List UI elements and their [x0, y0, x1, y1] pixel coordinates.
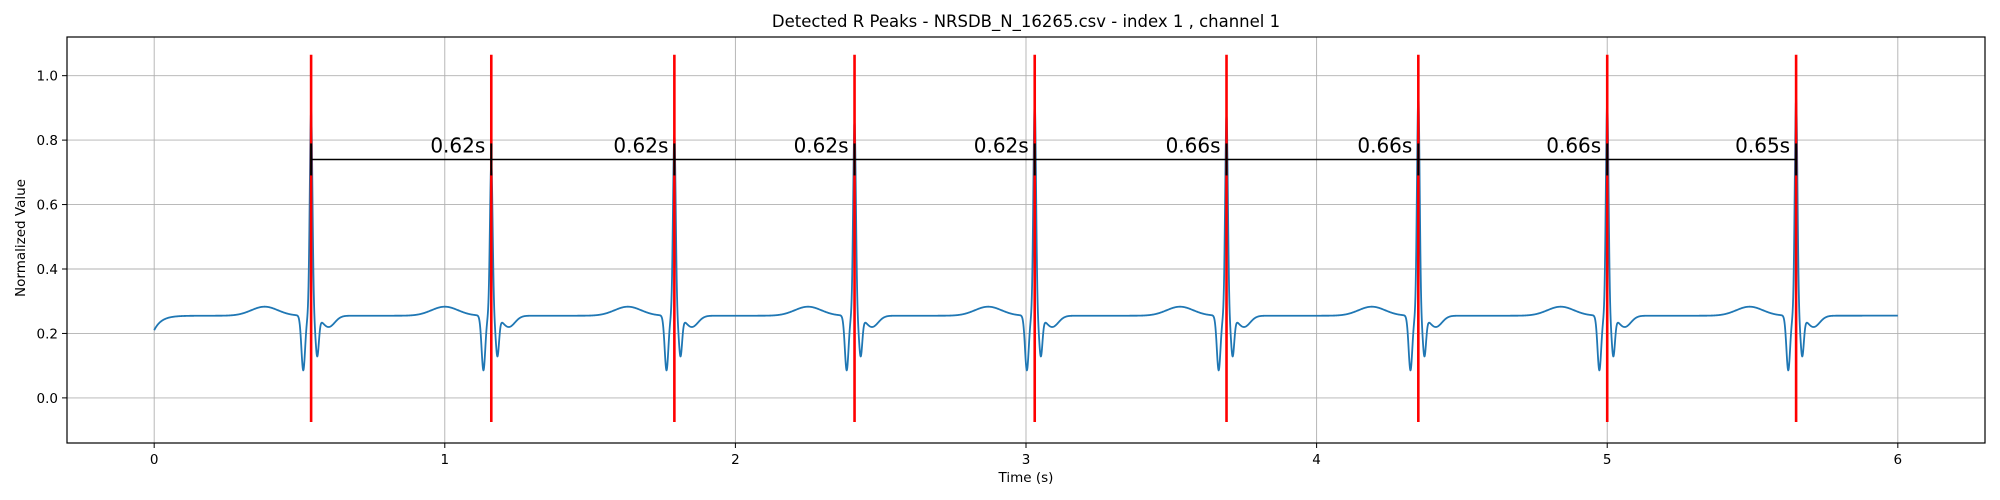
y-tick-label: 0.8: [37, 133, 58, 149]
x-axis-label: Time (s): [998, 470, 1054, 486]
x-tick-label: 0: [150, 452, 159, 468]
rr-interval-label: 0.62s: [430, 133, 485, 157]
y-tick-label: 0.4: [37, 262, 58, 278]
y-tick-label: 0.2: [37, 326, 58, 342]
x-tick-label: 4: [1312, 452, 1321, 468]
x-tick-label: 5: [1603, 452, 1612, 468]
x-tick-label: 6: [1894, 452, 1903, 468]
plot-area: 0.62s 0.62s 0.62s 0.62s 0.66s 0.66s 0.66s 0.65s: [153, 54, 1899, 423]
rr-interval-label: 0.62s: [794, 133, 849, 157]
rr-interval-label: 0.66s: [1166, 133, 1221, 157]
rr-interval-label: 0.65s: [1735, 133, 1790, 157]
y-tick-label: 0.6: [37, 198, 58, 214]
x-tick-label: 2: [731, 452, 740, 468]
y-tick-label: 0.0: [37, 391, 58, 407]
rr-interval-label: 0.62s: [613, 133, 668, 157]
chart-title: Detected R Peaks - NRSDB_N_16265.csv - i…: [772, 12, 1280, 32]
x-tick-label: 3: [1022, 452, 1031, 468]
rr-interval-label: 0.66s: [1546, 133, 1601, 157]
axis-ticks: 0 1 2 3 4 5 6 0.0 0.2 0.4 0.6 0.8 1.0: [37, 69, 1903, 468]
y-axis-label: Normalized Value: [13, 179, 29, 297]
x-tick-label: 1: [440, 452, 449, 468]
y-tick-label: 1.0: [37, 69, 58, 85]
rr-interval-label: 0.66s: [1357, 133, 1412, 157]
rr-interval-label: 0.62s: [974, 133, 1029, 157]
